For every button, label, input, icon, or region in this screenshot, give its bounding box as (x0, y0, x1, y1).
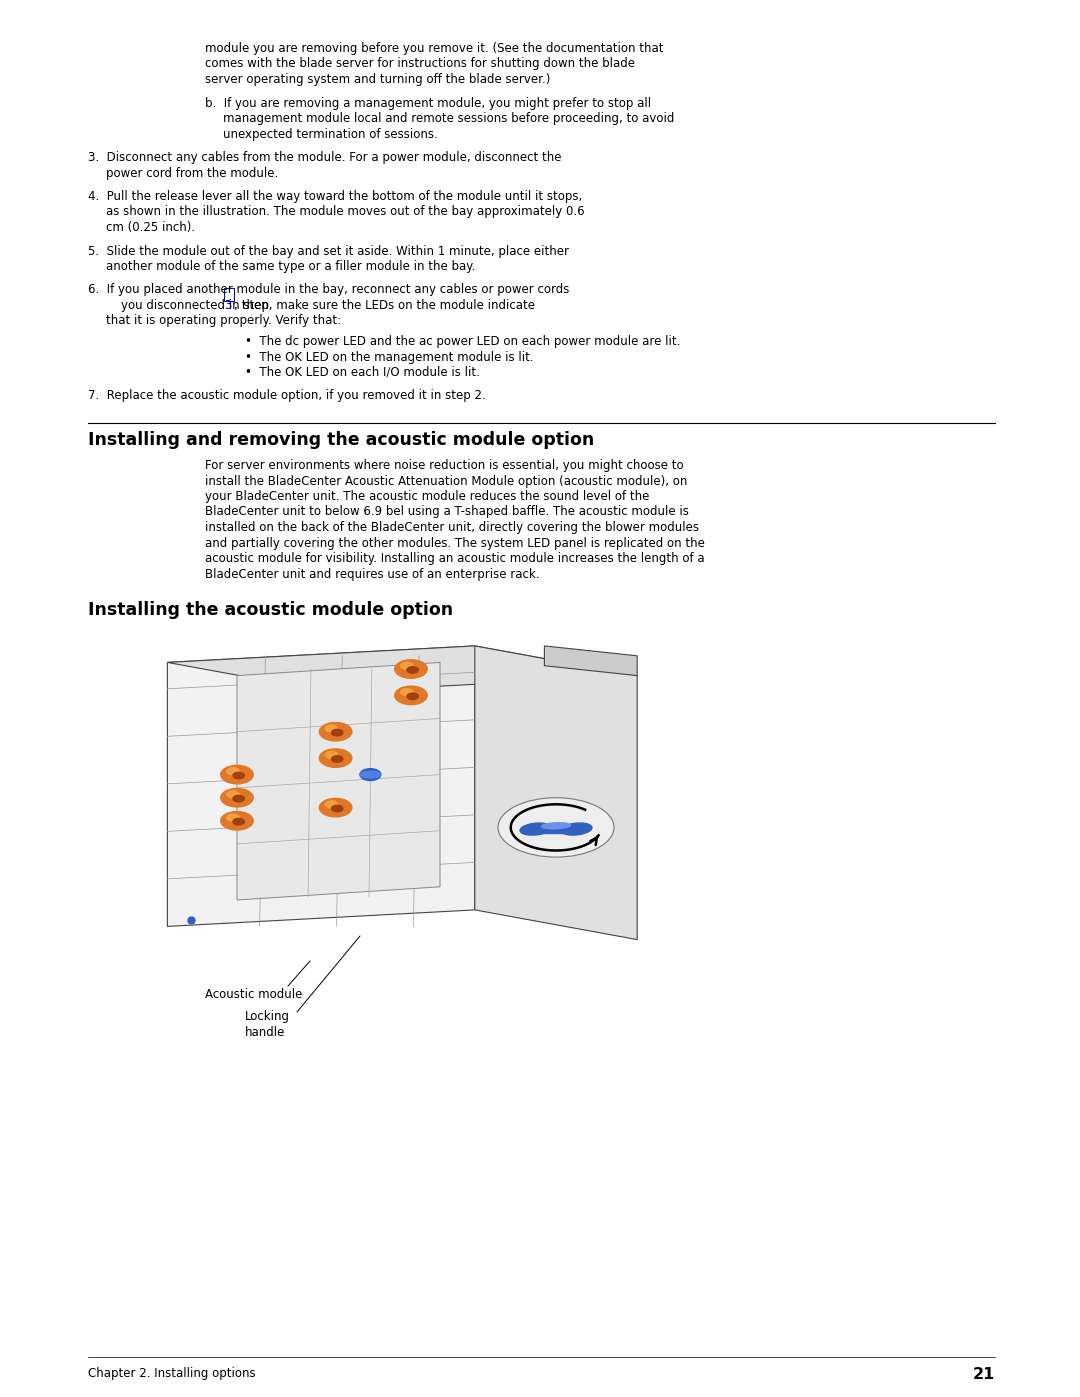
Text: ; then, make sure the LEDs on the module indicate: ; then, make sure the LEDs on the module… (233, 299, 535, 312)
Text: Installing and removing the acoustic module option: Installing and removing the acoustic mod… (87, 432, 594, 448)
Circle shape (407, 666, 418, 673)
Circle shape (320, 749, 352, 767)
Text: 5.  Slide the module out of the bay and set it aside. Within 1 minute, place eit: 5. Slide the module out of the bay and s… (87, 244, 569, 257)
Circle shape (325, 725, 338, 732)
Text: another module of the same type or a filler module in the bay.: another module of the same type or a fil… (106, 260, 475, 272)
Circle shape (320, 722, 352, 740)
Circle shape (401, 689, 414, 696)
Circle shape (233, 819, 244, 826)
Text: •  The dc power LED and the ac power LED on each power module are lit.: • The dc power LED and the ac power LED … (245, 335, 680, 348)
Text: cm (0.25 inch).: cm (0.25 inch). (106, 221, 195, 235)
Bar (224, 288, 233, 300)
Circle shape (220, 788, 253, 807)
Text: 7.  Replace the acoustic module option, if you removed it in step 2.: 7. Replace the acoustic module option, i… (87, 390, 486, 402)
Polygon shape (167, 645, 637, 692)
Text: BladeCenter unit and requires use of an enterprise rack.: BladeCenter unit and requires use of an … (205, 567, 540, 581)
Text: 4.  Pull the release lever all the way toward the bottom of the module until it : 4. Pull the release lever all the way to… (87, 190, 582, 203)
Text: power cord from the module.: power cord from the module. (106, 166, 279, 179)
Polygon shape (167, 645, 475, 926)
Circle shape (320, 798, 352, 817)
Circle shape (233, 795, 244, 802)
Text: Installing the acoustic module option: Installing the acoustic module option (87, 601, 454, 619)
Text: that it is operating properly. Verify that:: that it is operating properly. Verify th… (106, 314, 341, 327)
Ellipse shape (541, 823, 570, 828)
Circle shape (233, 773, 244, 778)
Text: and partially covering the other modules. The system LED panel is replicated on : and partially covering the other modules… (205, 536, 705, 549)
Polygon shape (237, 662, 440, 900)
Text: Chapter 2. Installing options: Chapter 2. Installing options (87, 1368, 256, 1380)
Text: management module local and remote sessions before proceeding, to avoid: management module local and remote sessi… (222, 112, 674, 124)
Text: install the BladeCenter Acoustic Attenuation Module option (acoustic module), on: install the BladeCenter Acoustic Attenua… (205, 475, 687, 488)
Text: 3.  Disconnect any cables from the module. For a power module, disconnect the: 3. Disconnect any cables from the module… (87, 151, 562, 163)
Text: Acoustic module: Acoustic module (205, 988, 302, 1002)
Text: your BladeCenter unit. The acoustic module reduces the sound level of the: your BladeCenter unit. The acoustic modu… (205, 490, 649, 503)
Circle shape (332, 756, 343, 763)
Text: b.  If you are removing a management module, you might prefer to stop all: b. If you are removing a management modu… (205, 96, 651, 109)
Text: acoustic module for visibility. Installing an acoustic module increases the leng: acoustic module for visibility. Installi… (205, 552, 704, 564)
Circle shape (227, 768, 239, 775)
Circle shape (325, 752, 338, 759)
Circle shape (220, 766, 253, 784)
Text: BladeCenter unit to below 6.9 bel using a T-shaped baffle. The acoustic module i: BladeCenter unit to below 6.9 bel using … (205, 506, 689, 518)
Text: as shown in the illustration. The module moves out of the bay approximately 0.6: as shown in the illustration. The module… (106, 205, 584, 218)
Text: installed on the back of the BladeCenter unit, directly covering the blower modu: installed on the back of the BladeCenter… (205, 521, 699, 534)
Polygon shape (536, 824, 577, 834)
Text: Locking: Locking (245, 1010, 291, 1023)
Text: 3: 3 (225, 299, 232, 312)
Text: handle: handle (245, 1025, 285, 1038)
Circle shape (332, 729, 343, 736)
Text: 6.  If you placed another module in the bay, reconnect any cables or power cords: 6. If you placed another module in the b… (87, 284, 569, 296)
Text: module you are removing before you remove it. (See the documentation that: module you are removing before you remov… (205, 42, 663, 54)
Ellipse shape (498, 798, 615, 858)
Polygon shape (475, 645, 637, 940)
Circle shape (395, 659, 428, 678)
Text: you disconnected in step: you disconnected in step (106, 299, 273, 312)
Ellipse shape (561, 823, 592, 835)
Text: server operating system and turning off the blade server.): server operating system and turning off … (205, 73, 551, 87)
Text: •  The OK LED on the management module is lit.: • The OK LED on the management module is… (245, 351, 534, 363)
Text: unexpected termination of sessions.: unexpected termination of sessions. (222, 127, 437, 141)
Text: comes with the blade server for instructions for shutting down the blade: comes with the blade server for instruct… (205, 57, 635, 70)
Polygon shape (544, 645, 637, 676)
Circle shape (325, 800, 338, 807)
Circle shape (407, 693, 418, 700)
Text: For server environments where noise reduction is essential, you might choose to: For server environments where noise redu… (205, 460, 684, 472)
Text: •  The OK LED on each I∕O module is lit.: • The OK LED on each I∕O module is lit. (245, 366, 480, 379)
Text: 21: 21 (973, 1368, 995, 1382)
Circle shape (227, 814, 239, 821)
Circle shape (401, 662, 414, 669)
Ellipse shape (361, 771, 380, 778)
Circle shape (360, 768, 381, 781)
Circle shape (227, 791, 239, 798)
Ellipse shape (521, 823, 551, 835)
Circle shape (220, 812, 253, 830)
Circle shape (332, 805, 343, 812)
Circle shape (395, 686, 428, 704)
